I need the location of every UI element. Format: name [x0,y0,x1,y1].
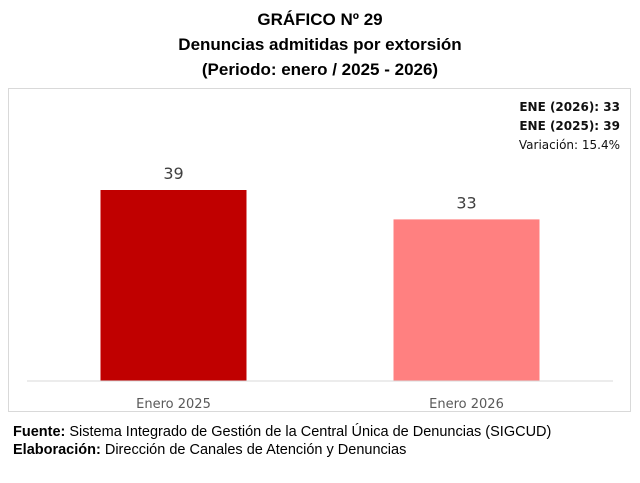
chart-title: Denuncias admitidas por extorsión [178,35,462,54]
source-text: Sistema Integrado de Gestión de la Centr… [69,424,552,440]
data-label: 39 [163,164,183,183]
summary-2026: ENE (2026): 33 [519,100,620,114]
chart-frame [8,88,631,412]
bar [393,219,540,381]
category-label: Enero 2025 [136,397,211,412]
chart-period: (Periodo: enero / 2025 - 2026) [201,60,439,79]
data-label: 33 [456,193,476,212]
chart-number-title: GRÁFICO Nº 29 [257,10,383,29]
source-note: Fuente: Sistema Integrado de Gestión de … [13,423,551,441]
summary-2025: ENE (2025): 39 [519,119,620,133]
summary-box: ENE (2026): 33 ENE (2025): 39 Variación:… [519,98,620,155]
prepared-note: Elaboración: Dirección de Canales de Ate… [13,441,406,459]
source-label: Fuente: [13,424,66,440]
prepared-label: Elaboración: [13,442,101,458]
summary-variation: Variación: 15.4% [518,138,620,152]
prepared-text: Dirección de Canales de Atención y Denun… [104,442,407,458]
category-label: Enero 2026 [429,397,504,412]
bar [100,190,247,381]
